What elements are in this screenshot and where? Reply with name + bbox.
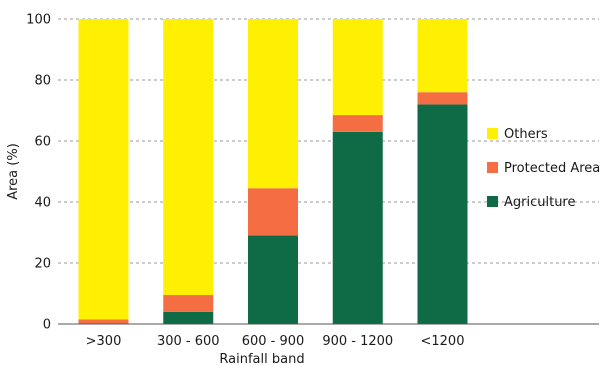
x-tick-label: <1200 [421, 334, 465, 349]
bar-segment-protected-area [248, 188, 298, 236]
bar-segment-protected-area [78, 319, 129, 324]
bar-segment-protected-area [163, 295, 214, 312]
bar-segment-others [78, 19, 129, 320]
x-tick-label: >300 [86, 334, 122, 349]
bar-segment-others [332, 19, 383, 116]
bar-segment-protected-area [332, 115, 383, 132]
legend-label: Agriculture [504, 195, 576, 210]
y-tick-label: 80 [34, 74, 51, 89]
bar-segment-agriculture [417, 104, 468, 325]
y-tick-label: 0 [43, 318, 51, 333]
x-tick-label: 300 - 600 [157, 334, 220, 349]
legend-swatch [487, 162, 498, 173]
bar-segment-agriculture [248, 235, 298, 324]
x-tick-label: 900 - 1200 [322, 334, 393, 349]
y-tick-label: 40 [34, 196, 51, 211]
bar-segment-agriculture [163, 311, 214, 324]
legend-label: Protected Area [504, 161, 600, 176]
y-tick-labels: 0 20 40 60 80 100 [26, 13, 51, 333]
y-axis-title: Area (%) [6, 143, 21, 200]
y-tick-label: 20 [34, 257, 51, 272]
bar-segment-others [163, 19, 214, 296]
bar-segment-agriculture [332, 131, 383, 324]
bar-segment-others [248, 19, 298, 189]
gridlines [58, 18, 599, 264]
legend-swatch [487, 196, 498, 207]
x-axis-title: Rainfall band [219, 352, 304, 365]
legend-swatch [487, 128, 498, 139]
legend-label: Others [504, 127, 548, 142]
bar-segment-protected-area [417, 92, 468, 105]
x-tick-label: 600 - 900 [242, 334, 305, 349]
x-tick-labels: >300 300 - 600 600 - 900 900 - 1200 <1200 [86, 334, 465, 349]
bar-segment-others [417, 19, 468, 93]
legend: Others Protected Area Agriculture [487, 127, 600, 210]
y-tick-label: 100 [26, 13, 51, 28]
y-tick-label: 60 [34, 135, 51, 150]
bar-segments [78, 19, 468, 325]
